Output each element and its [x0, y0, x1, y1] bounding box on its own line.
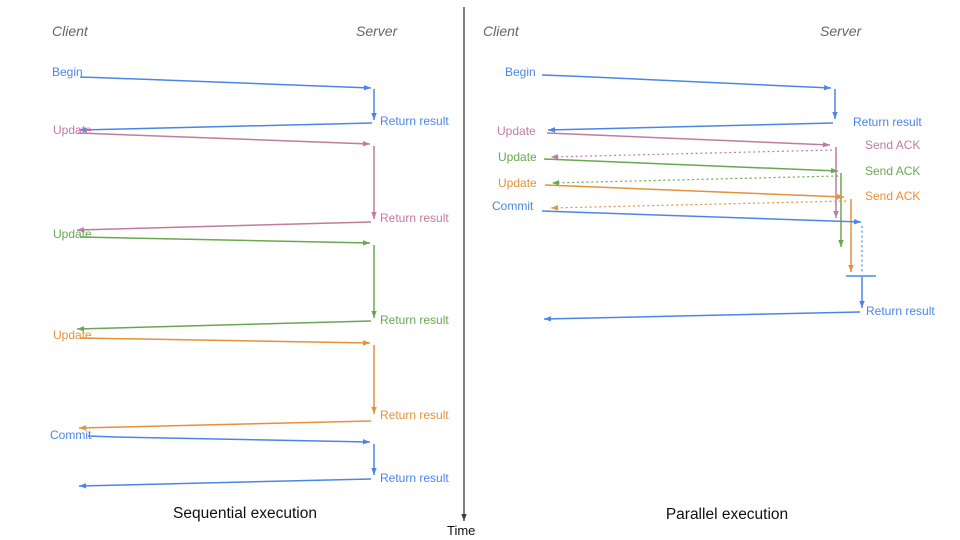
seq-begin-reply-label: Return result: [380, 114, 449, 128]
par-commit-request: [541, 210, 862, 223]
par-commit-label: Commit: [492, 199, 534, 213]
time-axis-label: Time: [447, 523, 476, 538]
par-commit-request-arrowhead: [853, 219, 861, 225]
seq-update2-reply-arrowhead: [77, 326, 85, 332]
seq-commit-label: Commit: [50, 428, 92, 442]
par-update3-ack-arrowhead: [551, 205, 559, 211]
seq-update2-request: [79, 236, 371, 244]
par-update3-request: [544, 184, 845, 198]
par-begin-reply-label: Return result: [853, 115, 922, 129]
seq-update1-server-exec-arrowhead: [371, 212, 377, 219]
par-begin-label: Begin: [505, 65, 536, 79]
seq-commit-request: [87, 435, 371, 443]
par-client-header: Client: [483, 23, 519, 39]
seq-commit-reply: [78, 478, 372, 487]
seq-update1-request-arrowhead: [362, 141, 370, 147]
seq-update3-request: [79, 337, 371, 344]
seq-update2-server-exec-arrowhead: [371, 311, 377, 318]
par-server-header: Server: [820, 23, 862, 39]
par-commit-server-exec-arrowhead: [859, 301, 865, 308]
par-begin-reply: [547, 122, 834, 131]
seq-update1-reply-arrowhead: [77, 227, 85, 233]
par-update2-ack-arrowhead: [552, 180, 560, 186]
par-commit-reply-arrowhead: [544, 316, 552, 322]
seq-begin-reply-arrowhead: [79, 127, 87, 133]
seq-update3-server-exec-arrowhead: [371, 407, 377, 414]
seq-commit-server-exec-arrowhead: [371, 468, 377, 475]
par-update3-ack-label: Send ACK: [865, 189, 921, 203]
seq-update2-reply: [76, 320, 372, 330]
seq-commit-request-arrowhead: [362, 439, 370, 445]
par-update2-server-exec-arrowhead: [838, 240, 844, 247]
par-begin-request-arrowhead: [823, 84, 831, 91]
seq-update1-reply-label: Return result: [380, 211, 449, 225]
par-update3-request-arrowhead: [836, 194, 844, 200]
seq-begin-server-exec-arrowhead: [371, 113, 377, 120]
par-update2-request-arrowhead: [830, 168, 838, 174]
seq-update3-reply-label: Return result: [380, 408, 449, 422]
seq-update3-request-arrowhead: [362, 340, 370, 346]
seq-client-header: Client: [52, 23, 88, 39]
par-update2-ack: [551, 175, 839, 184]
par-update1-server-exec-arrowhead: [833, 211, 839, 218]
seq-update2-reply-label: Return result: [380, 313, 449, 327]
par-update1-ack-label: Send ACK: [865, 138, 921, 152]
par-commit-reply-label: Return result: [866, 304, 935, 318]
par-update1-ack: [550, 149, 833, 158]
par-update1-request: [546, 132, 831, 146]
par-update2-ack-label: Send ACK: [865, 164, 921, 178]
seq-update3-label: Update: [53, 328, 92, 342]
seq-begin-request-arrowhead: [363, 85, 371, 91]
par-update3-ack: [550, 200, 847, 209]
par-begin-server-exec-arrowhead: [832, 112, 838, 119]
seq-update2-label: Update: [53, 227, 92, 241]
par-commit-reply: [543, 311, 861, 320]
par-update1-ack-arrowhead: [551, 154, 559, 160]
seq-update3-reply-arrowhead: [79, 425, 87, 431]
seq-update3-reply: [78, 420, 372, 429]
par-update3-server-exec-arrowhead: [848, 265, 854, 272]
seq-begin-request: [79, 76, 372, 89]
par-update2-label: Update: [498, 150, 537, 164]
par-update3-label: Update: [498, 176, 537, 190]
time-axis-line-arrowhead: [461, 514, 467, 521]
seq-update1-reply: [76, 221, 372, 231]
seq-begin-label: Begin: [52, 65, 83, 79]
parallel-panel-title: Parallel execution: [665, 506, 789, 523]
par-update1-label: Update: [497, 124, 536, 138]
seq-server-header: Server: [356, 23, 398, 39]
par-update2-request: [543, 158, 839, 172]
seq-begin-reply: [78, 122, 373, 131]
seq-commit-reply-arrowhead: [79, 483, 87, 489]
seq-update2-request-arrowhead: [362, 240, 370, 246]
seq-commit-reply-label: Return result: [380, 471, 449, 485]
par-begin-request: [541, 74, 832, 89]
par-update1-request-arrowhead: [822, 142, 830, 148]
sequential-panel-title: Sequential execution: [173, 505, 317, 522]
par-begin-reply-arrowhead: [548, 127, 556, 133]
seq-update1-request: [77, 132, 371, 145]
seq-update1-label: Update: [53, 123, 92, 137]
